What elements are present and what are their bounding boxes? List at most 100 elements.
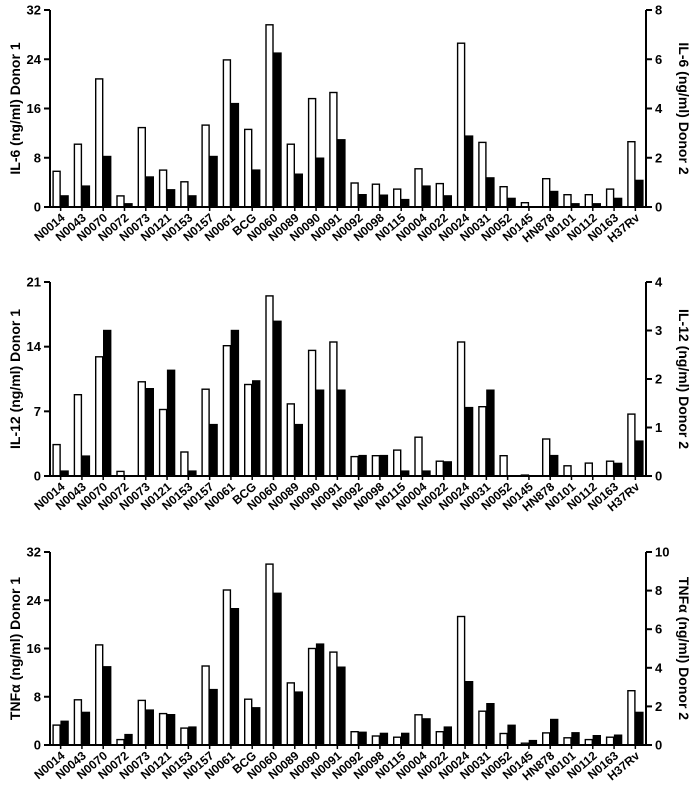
bar-donor1-n0014 <box>52 724 61 746</box>
bar-donor1-n0022 <box>435 460 444 477</box>
bar-donor2-n0060 <box>273 592 282 746</box>
bar-donor1-n0163 <box>605 188 615 208</box>
bar-donor2-n0163 <box>613 462 623 477</box>
bar-donor2-n0061 <box>230 608 240 746</box>
bar-donor2-n0121 <box>166 714 176 746</box>
bar-donor2-n0098 <box>379 194 389 208</box>
bar-donor2-n0098 <box>379 454 389 477</box>
bar-donor1-n0098 <box>371 183 381 208</box>
right-axis-title: TNFα (ng/ml) Donor 2 <box>676 577 692 720</box>
bar-donor1-n0014 <box>52 170 61 208</box>
bar-donor1-n0153 <box>180 727 189 746</box>
bar-donor1-n0091 <box>329 91 338 208</box>
bar-donor2-n0090 <box>315 389 325 477</box>
bar-donor1-n0163 <box>605 460 615 477</box>
bar-donor2-n0072 <box>124 733 133 746</box>
right-axis-title: IL-12 (ng/ml) Donor 2 <box>676 309 692 449</box>
bar-donor2-n0073 <box>145 709 155 746</box>
bar-donor2-n0073 <box>145 176 155 208</box>
bar-donor1-h37rv <box>627 140 636 208</box>
bar-donor1-n0098 <box>371 455 381 477</box>
right-tick-label: 4 <box>655 101 663 116</box>
left-tick-label: 24 <box>27 593 42 608</box>
bar-donor2-n0092 <box>358 731 367 746</box>
bar-donor1-hn878 <box>542 438 551 477</box>
bar-donor1-n0022 <box>435 731 444 746</box>
bar-donor2-n0070 <box>102 155 112 208</box>
bar-donor1-n0060 <box>265 24 274 208</box>
bar-donor1-n0043 <box>73 699 83 746</box>
bar-donor2-n0031 <box>486 703 495 746</box>
bar-donor1-n0061 <box>222 59 232 208</box>
bar-donor2-n0092 <box>358 193 367 208</box>
bar-donor1-h37rv <box>627 690 636 746</box>
bar-donor1-bcg <box>243 698 253 746</box>
bar-donor2-n0157 <box>209 423 218 477</box>
bar-donor2-n0004 <box>422 718 431 746</box>
left-tick-label: 8 <box>34 689 41 704</box>
right-tick-label: 0 <box>655 469 662 484</box>
bar-donor1-n0163 <box>605 736 615 746</box>
right-tick-label: 4 <box>655 275 663 290</box>
right-tick-label: 0 <box>655 200 662 215</box>
bar-donor2-n0052 <box>507 724 516 746</box>
bar-donor1-n0073 <box>137 126 147 208</box>
bar-donor2-n0163 <box>613 734 623 746</box>
bar-donor2-n0024 <box>464 406 474 477</box>
bar-donor2-n0052 <box>507 197 516 208</box>
right-axis-title: IL-6 (ng/ml) Donor 2 <box>676 42 692 174</box>
bar-donor2-n0157 <box>209 688 218 746</box>
right-tick-label: 10 <box>655 545 669 560</box>
bar-donor1-n0121 <box>158 712 168 746</box>
bar-donor2-n0061 <box>230 329 240 477</box>
bar-donor1-n0157 <box>201 124 210 208</box>
bar-donor2-n0070 <box>102 329 112 477</box>
bar-donor2-n0014 <box>60 720 69 746</box>
left-tick-label: 0 <box>34 738 41 753</box>
right-tick-label: 2 <box>655 699 662 714</box>
bar-donor1-n0089 <box>286 682 295 746</box>
bar-donor1-n0052 <box>499 185 508 208</box>
bar-donor2-n0153 <box>188 195 197 208</box>
bar-donor2-n0004 <box>422 185 431 208</box>
left-tick-label: 16 <box>27 641 41 656</box>
right-tick-label: 4 <box>655 660 663 675</box>
bar-donor1-n0121 <box>158 169 168 208</box>
bar-donor1-n0004 <box>414 436 423 477</box>
bar-donor1-n0061 <box>222 345 232 477</box>
bar-donor1-n0031 <box>478 141 487 208</box>
bar-donor1-hn878 <box>542 732 551 746</box>
right-tick-label: 2 <box>655 372 662 387</box>
bar-donor2-hn878 <box>550 190 559 208</box>
bar-donor1-n0115 <box>393 736 402 746</box>
bar-donor1-bcg <box>243 383 253 477</box>
bar-donor1-n0092 <box>350 731 359 746</box>
right-tick-label: 6 <box>655 52 662 67</box>
right-tick-label: 3 <box>655 323 662 338</box>
bar-donor2-n0043 <box>81 185 91 208</box>
bar-donor2-n0043 <box>81 711 91 746</box>
bar-donor1-n0060 <box>265 295 274 477</box>
bar-donor1-n0031 <box>478 406 487 477</box>
bar-donor2-n0112 <box>592 735 601 746</box>
bar-donor2-n0157 <box>209 155 218 208</box>
bar-donor2-n0031 <box>486 389 495 477</box>
bar-donor1-n0092 <box>350 455 359 477</box>
bar-donor2-n0060 <box>273 52 282 208</box>
bar-donor1-n0022 <box>435 182 444 208</box>
bar-donor2-n0115 <box>401 198 410 208</box>
bar-donor1-n0091 <box>329 341 338 477</box>
bar-donor2-bcg <box>251 169 261 208</box>
bar-donor2-n0014 <box>60 195 69 208</box>
bar-donor1-n0043 <box>73 394 83 477</box>
bar-donor1-n0115 <box>393 449 402 477</box>
bar-donor2-n0061 <box>230 102 240 208</box>
bar-donor1-n0101 <box>563 737 572 746</box>
bar-donor1-n0121 <box>158 408 168 477</box>
bar-donor1-n0115 <box>393 188 402 208</box>
bar-donor1-n0153 <box>180 451 189 477</box>
left-tick-label: 0 <box>34 469 41 484</box>
left-tick-label: 32 <box>27 545 41 560</box>
left-tick-label: 0 <box>34 200 41 215</box>
bar-donor1-n0092 <box>350 182 359 208</box>
